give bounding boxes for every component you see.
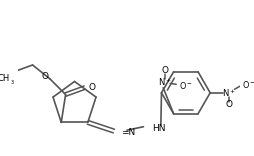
Text: O: O <box>225 100 232 110</box>
Text: $_3$: $_3$ <box>10 78 15 87</box>
Text: N$^+$: N$^+$ <box>157 77 171 88</box>
Text: N$^+$: N$^+$ <box>221 87 235 99</box>
Text: O: O <box>88 83 95 92</box>
Text: HN: HN <box>152 124 165 133</box>
Text: O: O <box>161 66 168 75</box>
Text: O$^-$: O$^-$ <box>178 80 192 91</box>
Text: O$^-$: O$^-$ <box>241 79 254 90</box>
Text: O: O <box>41 72 48 81</box>
Text: CH: CH <box>0 74 10 83</box>
Text: =N: =N <box>120 128 135 137</box>
